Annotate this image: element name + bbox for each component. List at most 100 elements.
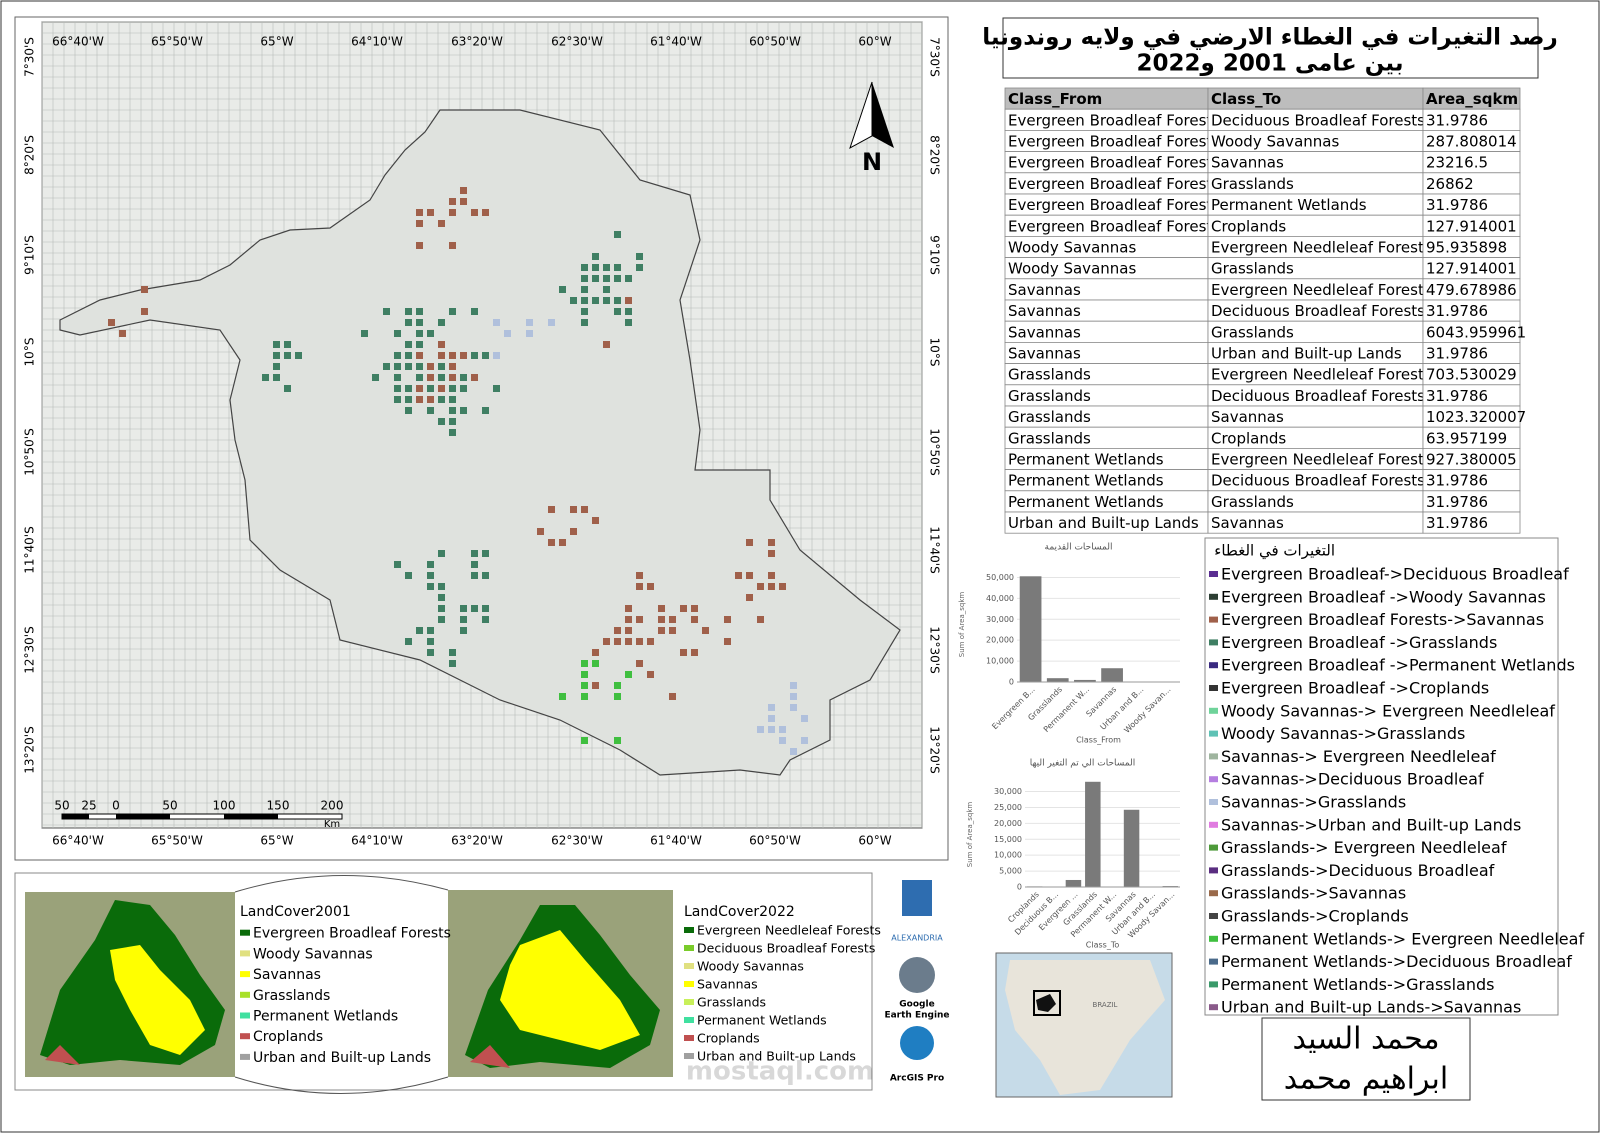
legend-label: Evergreen Broadleaf ->Permanent Wetlands: [1221, 656, 1575, 675]
change-patch: [603, 286, 610, 293]
change-patch: [449, 396, 456, 403]
table-cell-text: 127.914001: [1426, 260, 1517, 278]
change-patch: [669, 627, 676, 634]
table-cell-text: Savannas: [1008, 302, 1081, 320]
lat-label: 8°20'S: [23, 135, 37, 175]
legend-label: Evergreen Needleleaf Forests: [697, 923, 881, 938]
change-patch: [691, 616, 698, 623]
legend-label: Savannas->Urban and Built-up Lands: [1221, 815, 1521, 834]
change-patch: [592, 649, 599, 656]
y-tick-label: 25,000: [994, 803, 1022, 812]
table-cell-text: Evergreen Needleleaf Forests: [1211, 281, 1432, 299]
legend-label: Permanent Wetlands: [253, 1009, 398, 1025]
table-cell-text: Evergreen Needleleaf Forests: [1211, 239, 1432, 257]
change-patch: [438, 352, 445, 359]
university-logo: [902, 880, 932, 916]
change-patch: [482, 616, 489, 623]
bar: [1020, 576, 1042, 682]
lat-label: 10°S: [23, 338, 37, 367]
change-patch: [779, 726, 786, 733]
change-patch: [537, 528, 544, 535]
lon-label: 60°W: [858, 834, 891, 848]
table-cell-text: Deciduous Broadleaf Forests: [1211, 387, 1425, 405]
lat-label: 10°S: [928, 338, 942, 367]
change-patch: [625, 308, 632, 315]
author-name: محمد السيد: [1292, 1022, 1439, 1057]
change-patch: [636, 253, 643, 260]
change-patch: [779, 583, 786, 590]
change-patch: [416, 209, 423, 216]
change-patch: [449, 407, 456, 414]
legend-swatch: [684, 963, 694, 969]
change-patch: [471, 550, 478, 557]
table-cell-text: Urban and Built-up Lands: [1211, 345, 1402, 363]
change-patch: [394, 352, 401, 359]
change-patch: [416, 374, 423, 381]
legend-swatch: [240, 971, 250, 977]
y-tick-label: 20,000: [994, 819, 1022, 828]
table-cell-text: Permanent Wetlands: [1211, 196, 1367, 214]
chart-title: المساحات القديمة: [1045, 543, 1113, 553]
change-patch: [394, 374, 401, 381]
scale-label: 200: [321, 799, 344, 813]
lon-label: 65°W: [260, 35, 293, 49]
table-cell-text: Permanent Wetlands: [1008, 472, 1164, 490]
change-patch: [625, 297, 632, 304]
legend-label: Croplands: [697, 1031, 760, 1046]
legend-swatch: [1209, 662, 1218, 668]
scale-label: 0: [112, 799, 120, 813]
table-cell-text: Urban and Built-up Lands: [1008, 514, 1199, 532]
change-patch: [735, 572, 742, 579]
legend-label: Evergreen Broadleaf->Deciduous Broadleaf: [1221, 565, 1569, 584]
table-cell-text: 31.9786: [1426, 472, 1488, 490]
lon-label: 65°50'W: [151, 834, 203, 848]
table-header: Class_From: [1008, 90, 1102, 108]
legend-title: التغيرات في الغطاء: [1214, 542, 1335, 561]
change-patch: [724, 638, 731, 645]
lon-label: 61°40'W: [650, 35, 702, 49]
change-patch: [625, 616, 632, 623]
title-line: رصد التغيرات في الغطاء الارضي في ولايه ر…: [982, 25, 1558, 51]
change-patch: [284, 341, 291, 348]
change-patch: [647, 583, 654, 590]
change-patch: [614, 638, 621, 645]
legend-swatch: [1209, 799, 1218, 805]
change-patch: [427, 363, 434, 370]
change-patch: [405, 407, 412, 414]
scale-label: 50: [162, 799, 177, 813]
legend-swatch: [240, 992, 250, 998]
change-patch: [559, 693, 566, 700]
lon-label: 62°30'W: [551, 834, 603, 848]
change-patch: [427, 374, 434, 381]
table-cell-text: 287.808014: [1426, 133, 1517, 151]
change-patch: [581, 682, 588, 689]
change-patch: [581, 671, 588, 678]
change-patch: [471, 209, 478, 216]
table-cell-text: Evergreen Broadleaf Forests: [1008, 133, 1220, 151]
table-header: Area_sqkm: [1426, 90, 1518, 108]
change-patch: [790, 748, 797, 755]
legend-label: Croplands: [253, 1029, 323, 1045]
change-patch: [438, 385, 445, 392]
legend-swatch: [1209, 731, 1218, 737]
change-patch: [273, 374, 280, 381]
arcgis-name: ArcGIS Pro: [890, 1074, 944, 1084]
table-cell-text: Woody Savannas: [1008, 239, 1136, 257]
legend-label: Grasslands-> Evergreen Needleleaf: [1221, 838, 1507, 857]
change-patch: [383, 363, 390, 370]
change-patch: [460, 407, 467, 414]
change-patch: [460, 385, 467, 392]
y-tick-label: 30,000: [994, 787, 1022, 796]
change-patch: [647, 671, 654, 678]
gee-name: Earth Engine: [884, 1011, 949, 1021]
change-patch: [592, 264, 599, 271]
change-patch: [482, 352, 489, 359]
lat-label: 7°30'S: [928, 37, 942, 77]
table-cell-text: Savannas: [1211, 408, 1284, 426]
change-patch: [405, 396, 412, 403]
bar: [1101, 668, 1123, 682]
legend-label: Urban and Built-up Lands->Savannas: [1221, 998, 1521, 1017]
change-patch: [273, 352, 280, 359]
change-patch: [108, 319, 115, 326]
change-patch: [471, 352, 478, 359]
